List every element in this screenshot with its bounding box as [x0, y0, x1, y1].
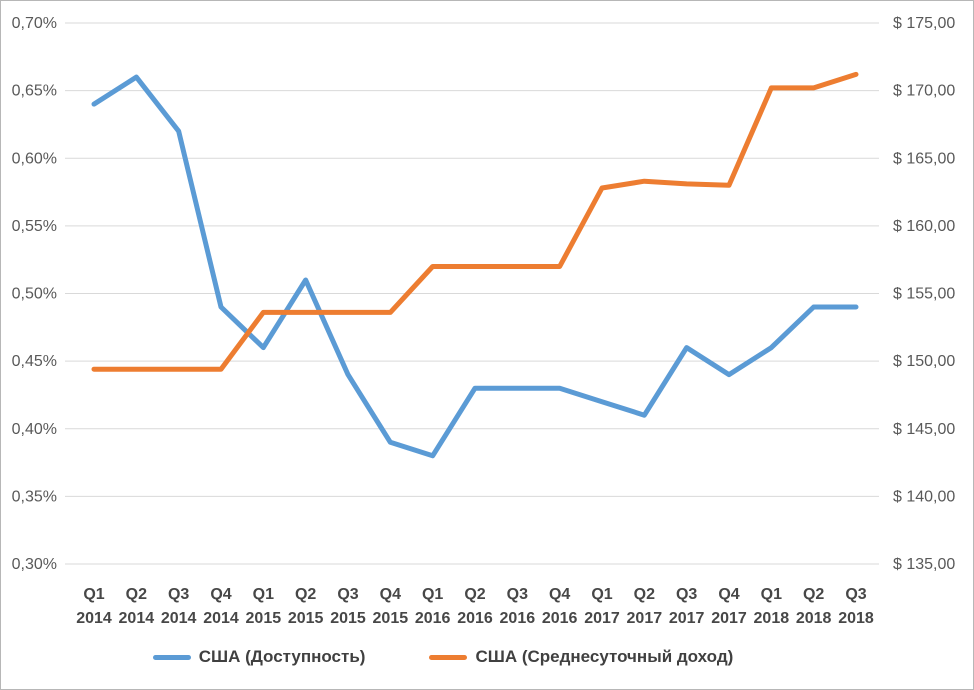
- legend-line-sample-orange: [429, 654, 468, 660]
- x-axis-label-quarter: Q2: [126, 586, 147, 603]
- x-axis-label-year: 2017: [627, 610, 663, 627]
- x-axis-label-quarter: Q1: [761, 586, 782, 603]
- left-axis-tick: 0,45%: [12, 353, 57, 370]
- series-line-availability: [91, 74, 859, 459]
- right-axis-tick: $ 175,00: [893, 15, 955, 32]
- x-axis-label-year: 2016: [415, 610, 451, 627]
- x-axis-label-quarter: Q4: [210, 586, 231, 603]
- x-axis-label-year: 2015: [288, 610, 324, 627]
- x-axis-label-quarter: Q4: [549, 586, 570, 603]
- legend-label-availability: США (Доступность): [198, 647, 366, 666]
- x-axis-label-quarter: Q4: [380, 586, 401, 603]
- right-axis-tick: $ 145,00: [893, 421, 955, 438]
- x-axis-label-year: 2018: [838, 610, 874, 627]
- left-axis-tick: 0,55%: [12, 218, 57, 235]
- x-axis-label-year: 2018: [754, 610, 790, 627]
- x-axis-label-quarter: Q2: [295, 586, 316, 603]
- x-axis-label-quarter: Q3: [676, 586, 697, 603]
- x-axis-label-year: 2016: [542, 610, 578, 627]
- legend-label-daily-revenue: США (Среднесуточный доход): [475, 647, 734, 666]
- right-axis-tick: $ 140,00: [893, 488, 955, 505]
- x-axis-label-quarter: Q2: [464, 586, 485, 603]
- x-axis-label-quarter: Q2: [803, 586, 824, 603]
- x-axis-label-quarter: Q1: [253, 586, 274, 603]
- left-axis-tick: 0,60%: [12, 150, 57, 167]
- x-axis-label-quarter: Q3: [337, 586, 358, 603]
- legend-line-sample-blue: [152, 654, 191, 660]
- x-axis-label-year: 2015: [373, 610, 409, 627]
- left-axis-tick: 0,50%: [12, 286, 57, 303]
- x-axis-label-quarter: Q3: [168, 586, 189, 603]
- left-axis-tick: 0,40%: [12, 421, 57, 438]
- x-axis-label-year: 2015: [330, 610, 366, 627]
- x-axis-label-year: 2014: [119, 610, 155, 627]
- x-axis-label-year: 2014: [76, 610, 112, 627]
- left-axis-tick: 0,30%: [12, 556, 57, 573]
- right-axis-tick: $ 155,00: [893, 286, 955, 303]
- series-line-daily-revenue: [91, 71, 859, 372]
- right-axis-tick: $ 135,00: [893, 556, 955, 573]
- x-axis-label-year: 2014: [203, 610, 239, 627]
- x-axis-label-quarter: Q3: [507, 586, 528, 603]
- x-axis-label-quarter: Q1: [422, 586, 443, 603]
- right-axis-tick: $ 170,00: [893, 83, 955, 100]
- x-axis-label-year: 2014: [161, 610, 197, 627]
- left-axis-tick: 0,70%: [12, 15, 57, 32]
- right-axis-tick: $ 160,00: [893, 218, 955, 235]
- x-axis-label-year: 2016: [457, 610, 493, 627]
- x-axis-label-year: 2017: [711, 610, 747, 627]
- x-axis-label-year: 2018: [796, 610, 832, 627]
- chart-legend: США (Доступность) США (Среднесуточный до…: [1, 647, 930, 667]
- x-axis-label-quarter: Q4: [718, 586, 739, 603]
- left-axis-tick: 0,65%: [12, 83, 57, 100]
- x-axis-label-quarter: Q1: [83, 586, 104, 603]
- left-axis-tick: 0,35%: [12, 488, 57, 505]
- x-axis-label-quarter: Q2: [634, 586, 655, 603]
- x-axis-label-year: 2017: [584, 610, 620, 627]
- x-axis-label-year: 2017: [669, 610, 705, 627]
- x-axis-label-year: 2016: [500, 610, 536, 627]
- legend-item-availability: США (Доступность): [152, 647, 366, 667]
- legend-item-daily-revenue: США (Среднесуточный доход): [429, 647, 733, 667]
- right-axis-tick: $ 165,00: [893, 150, 955, 167]
- x-axis-label-quarter: Q3: [845, 586, 866, 603]
- x-axis-label-quarter: Q1: [591, 586, 612, 603]
- right-axis-tick: $ 150,00: [893, 353, 955, 370]
- x-axis-label-year: 2015: [246, 610, 282, 627]
